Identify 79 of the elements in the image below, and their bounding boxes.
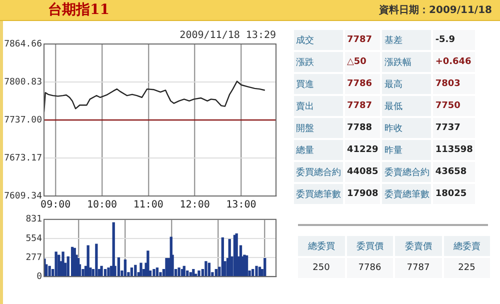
text: 113598 xyxy=(433,140,475,160)
text: 總委買 xyxy=(298,236,344,256)
text: 17908 xyxy=(345,184,380,204)
text: 開盤 xyxy=(294,118,343,138)
text: 18025 xyxy=(433,184,475,204)
bar xyxy=(255,266,258,276)
text: +0.646 xyxy=(433,52,475,72)
text: 基差 xyxy=(382,30,432,50)
text: 7786 xyxy=(345,74,380,94)
text: 7750 xyxy=(433,96,475,116)
bar xyxy=(198,270,200,276)
bar xyxy=(58,254,60,276)
bar xyxy=(124,260,127,276)
x-tick-label: 11:00 xyxy=(133,200,164,211)
bar xyxy=(140,262,142,276)
text: 總量 xyxy=(294,140,343,160)
bar xyxy=(208,262,211,276)
text: 委賣價 xyxy=(395,236,442,256)
y-tick-label: 831 xyxy=(26,214,42,225)
y-tick-label: 7609.34 xyxy=(4,191,42,202)
bar xyxy=(245,255,248,276)
chart-title: 台期指11 xyxy=(48,1,110,19)
bar xyxy=(82,268,84,276)
text: 250 xyxy=(298,258,344,278)
bar xyxy=(117,257,120,276)
text: 43658 xyxy=(433,162,475,182)
x-tick-label: 13:00 xyxy=(226,200,256,211)
text: 7788 xyxy=(345,118,380,138)
text: 2009/11/18 13:29 xyxy=(180,30,276,41)
text: 成交 xyxy=(294,30,343,50)
text: 7787 xyxy=(345,96,380,116)
text: 委賣總筆數 xyxy=(382,184,432,204)
y-tick-label: 554 xyxy=(26,234,42,244)
bar xyxy=(165,258,168,276)
text: 漲跌幅 xyxy=(382,52,432,72)
text: 買進 xyxy=(294,74,343,94)
text: 7737 xyxy=(433,118,475,138)
x-tick-label: 09:00 xyxy=(40,200,71,211)
bar xyxy=(54,252,58,276)
y-tick-label: 7800.83 xyxy=(4,77,42,88)
text: 委買總筆數 xyxy=(294,184,343,204)
text: 225 xyxy=(444,258,490,278)
y-tick-label: 7864.66 xyxy=(4,39,42,50)
bar xyxy=(100,266,103,276)
bar xyxy=(62,252,64,276)
text: 最低 xyxy=(382,96,432,116)
bar xyxy=(107,267,110,276)
text: △50 xyxy=(345,52,380,72)
text: 賣出 xyxy=(294,96,343,116)
text: 7803 xyxy=(433,74,475,94)
bar xyxy=(178,267,180,276)
text: 總委賣 xyxy=(444,236,490,256)
text: 7787 xyxy=(395,258,442,278)
text: 44085 xyxy=(345,162,380,182)
bar xyxy=(152,268,156,276)
bar xyxy=(146,250,150,276)
text: 41229 xyxy=(345,140,380,160)
bar xyxy=(204,261,208,276)
text: 委賣總合約 xyxy=(382,162,432,182)
bar xyxy=(264,258,266,276)
y-tick-label: 7737.00 xyxy=(4,115,42,126)
y-tick-label: 0 xyxy=(36,272,42,282)
text: 昨量 xyxy=(382,140,432,160)
text: 7786 xyxy=(346,258,393,278)
bar xyxy=(95,244,98,276)
bar xyxy=(48,266,51,276)
text: 漲跌 xyxy=(294,52,343,72)
text: -5.9 xyxy=(433,30,475,50)
text: 委買價 xyxy=(346,236,393,256)
bar xyxy=(70,246,74,276)
text: 委買總合約 xyxy=(294,162,343,182)
text: 最高 xyxy=(382,74,432,94)
x-tick-label: 12:00 xyxy=(180,200,210,211)
text: 昨收 xyxy=(382,118,432,138)
text: 7787 xyxy=(345,30,380,50)
y-tick-label: 7673.17 xyxy=(4,153,42,164)
y-tick-label: 277 xyxy=(26,252,42,263)
text: 資料日期：2009/11/18 xyxy=(379,4,492,17)
x-tick-label: 10:00 xyxy=(86,200,118,211)
